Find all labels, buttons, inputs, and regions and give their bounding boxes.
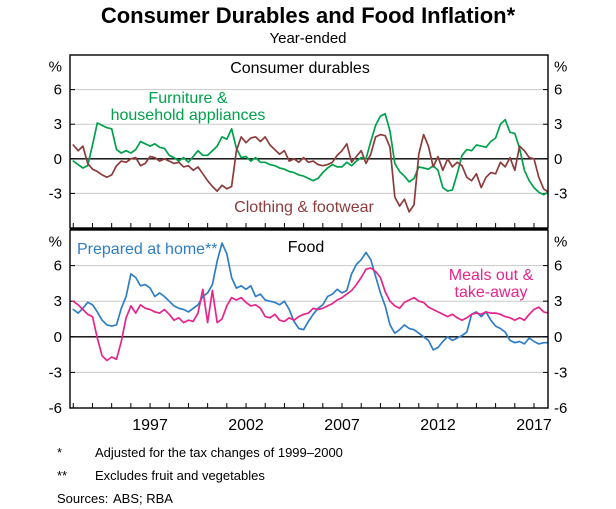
footnote-marker: * [57, 445, 63, 460]
y-axis-tick-label: 0 [554, 329, 562, 346]
footnote-text: Adjusted for the tax changes of 1999–200… [95, 445, 343, 460]
series-line-furniture [72, 112, 548, 196]
y-axis-unit-label: % [554, 59, 567, 76]
footnote-text: Excludes fruit and vegetables [95, 468, 265, 483]
series-line-prepared-at-home [72, 242, 548, 351]
y-axis-tick-label: 0 [54, 329, 62, 346]
y-axis-tick-label: -3 [554, 185, 567, 202]
sources-value: ABS; RBA [113, 491, 173, 506]
y-axis-tick-label: 3 [554, 116, 562, 133]
x-axis-tick-label: 2002 [228, 417, 264, 434]
y-axis-tick-label: -3 [49, 185, 62, 202]
y-axis-tick-label: 6 [554, 258, 562, 275]
y-axis-unit-label: % [554, 234, 567, 251]
series-label-prepared-at-home: Prepared at home** [77, 241, 218, 258]
series-line-clothing [72, 133, 548, 213]
x-axis-tick-label: 2007 [324, 417, 360, 434]
series-label-furniture: Furniture & household appliances [110, 90, 266, 124]
chart-subtitle: Year-ended [269, 30, 347, 47]
y-axis-tick-label: 3 [54, 116, 62, 133]
y-axis-tick-label: -6 [49, 400, 62, 417]
footnote: * Adjusted for the tax changes of 1999–2… [57, 445, 343, 460]
series-label-meals-out: Meals out & take-away [448, 267, 534, 301]
footnote: ** Excludes fruit and vegetables [57, 468, 343, 483]
series-label-clothing: Clothing & footwear [234, 199, 374, 216]
y-axis-tick-label: -3 [554, 364, 567, 381]
sources-line: Sources: ABS; RBA [57, 491, 343, 506]
footnotes: * Adjusted for the tax changes of 1999–2… [57, 445, 343, 506]
y-axis-tick-label: 6 [554, 82, 562, 99]
series-line-meals-out [72, 267, 548, 362]
sources-label: Sources: [57, 491, 109, 506]
chart-title: Consumer Durables and Food Inflation* [100, 3, 516, 28]
y-axis-tick-label: 3 [54, 293, 62, 310]
panel-title-consumer-durables: Consumer durables [230, 60, 370, 77]
y-axis-tick-label: -3 [49, 364, 62, 381]
y-axis-tick-label: -6 [554, 400, 567, 417]
y-axis-tick-label: 0 [54, 151, 62, 168]
panel-title-food: Food [287, 239, 325, 256]
footnote-marker: ** [57, 468, 68, 483]
x-axis-tick-label: 2017 [516, 417, 552, 434]
x-axis-tick-label: 1997 [132, 417, 168, 434]
y-axis-tick-label: 6 [54, 82, 62, 99]
y-axis-tick-label: 3 [554, 293, 562, 310]
y-axis-unit-label: % [49, 234, 62, 251]
x-axis-tick-label: 2012 [420, 417, 456, 434]
y-axis-tick-label: 6 [54, 258, 62, 275]
y-axis-unit-label: % [49, 59, 62, 76]
y-axis-tick-label: 0 [554, 151, 562, 168]
